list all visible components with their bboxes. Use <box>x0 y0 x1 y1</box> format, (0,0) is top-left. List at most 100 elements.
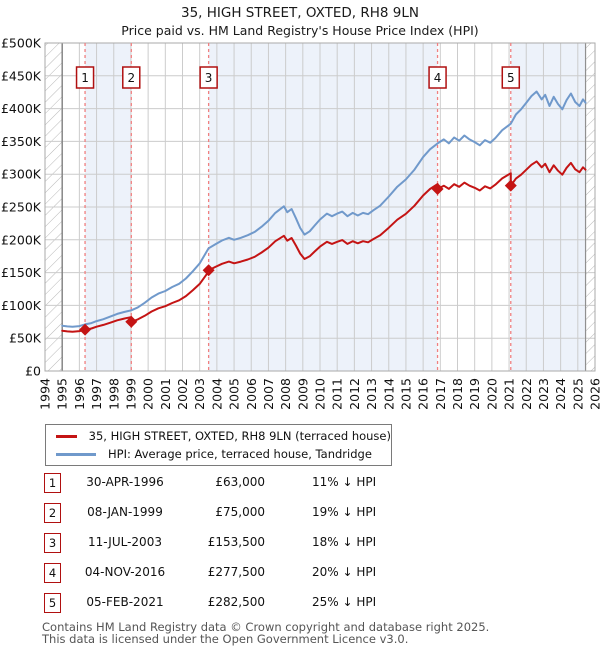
x-tick-label: 1999 <box>123 378 138 410</box>
legend-label-price: 35, HIGH STREET, OXTED, RH8 9LN (terrace… <box>88 429 391 443</box>
x-tick-label: 2015 <box>398 378 413 410</box>
sale-number-badge: 3 <box>44 533 61 553</box>
x-tick-label: 2025 <box>570 378 585 410</box>
x-tick-label: 2017 <box>433 378 448 410</box>
gridlines <box>44 42 596 372</box>
sale-table-row: 5 05-FEB-2021 £282,500 25% ↓ HPI <box>0 593 600 615</box>
y-tick-label: £350K <box>1 134 42 149</box>
x-tick-label: 2023 <box>536 378 551 410</box>
y-tick-label: £300K <box>1 167 42 182</box>
sale-point-diamond[interactable] <box>79 323 92 336</box>
x-tick-label: 2019 <box>467 378 482 410</box>
sale-flag-number: 4 <box>434 71 442 85</box>
price-line-swatch <box>56 434 77 438</box>
sale-flag-number: 3 <box>205 71 213 85</box>
y-tick-label: £150K <box>1 265 42 280</box>
sale-flag-number: 2 <box>127 71 135 85</box>
sale-hpi-diff: 18% ↓ HPI <box>312 535 377 549</box>
legend-row-hpi: HPI: Average price, terraced house, Tand… <box>46 447 391 461</box>
price-chart[interactable]: 1 2 3 4 5 £0 £50K £100K £150K £200K £250K £300K £35… <box>0 0 600 420</box>
chart-legend: 35, HIGH STREET, OXTED, RH8 9LN (terrace… <box>45 424 392 466</box>
sale-point-diamond[interactable] <box>431 182 444 195</box>
y-tick-label: £0 <box>25 364 41 379</box>
x-tick-label: 2024 <box>553 378 568 410</box>
x-tick-label: 2026 <box>588 378 600 410</box>
x-tick-label: 2001 <box>158 378 173 410</box>
axis-labels: £0 £50K £100K £150K £200K £250K £300K £350K £400… <box>1 36 600 410</box>
footer-licence: This data is licensed under the Open Gov… <box>42 632 409 646</box>
sale-hpi-diff: 25% ↓ HPI <box>312 595 377 609</box>
sale-flag-box[interactable] <box>428 66 447 89</box>
chart-series-lines <box>61 90 587 333</box>
y-tick-label: £250K <box>1 200 42 215</box>
legend-label-hpi: HPI: Average price, terraced house, Tand… <box>108 447 372 461</box>
x-tick-label: 1997 <box>89 378 104 410</box>
y-tick-label: £200K <box>1 232 42 247</box>
sale-point-diamond[interactable] <box>202 264 215 277</box>
x-tick-label: 2013 <box>364 378 379 410</box>
sale-date: 30-APR-1996 <box>86 475 164 489</box>
sale-hpi-diff: 19% ↓ HPI <box>312 505 377 519</box>
x-tick-label: 2021 <box>502 378 517 410</box>
sale-hpi-diff: 20% ↓ HPI <box>312 565 377 579</box>
y-tick-label: £450K <box>1 68 42 83</box>
sale-table-row: 4 04-NOV-2016 £277,500 20% ↓ HPI <box>0 563 600 585</box>
sale-price: £277,500 <box>207 565 265 579</box>
x-tick-label: 2008 <box>278 378 293 410</box>
sale-date: 11-JUL-2003 <box>88 535 162 549</box>
x-tick-label: 1994 <box>38 378 53 410</box>
sale-price: £153,500 <box>207 535 265 549</box>
sale-price: £63,000 <box>215 475 265 489</box>
x-tick-label: 2009 <box>295 378 310 410</box>
page-title: 35, HIGH STREET, OXTED, RH8 9LN <box>180 5 420 21</box>
hpi-line-swatch <box>56 452 96 456</box>
x-tick-label: 1998 <box>106 378 121 410</box>
sale-number-badge: 4 <box>44 563 61 583</box>
page-subtitle: Price paid vs. HM Land Registry's House … <box>121 23 479 38</box>
x-tick-label: 2007 <box>261 378 276 410</box>
x-tick-label: 2018 <box>450 378 465 410</box>
y-tick-label: £50K <box>9 331 42 346</box>
y-tick-label: £500K <box>1 36 42 51</box>
footer-copyright: Contains HM Land Registry data © Crown c… <box>42 620 490 634</box>
x-tick-label: 1995 <box>55 378 70 410</box>
x-tick-label: 2010 <box>313 378 328 410</box>
x-tick-label: 2012 <box>347 378 362 410</box>
sale-table-row: 3 11-JUL-2003 £153,500 18% ↓ HPI <box>0 533 600 555</box>
sale-table-row: 1 30-APR-1996 £63,000 11% ↓ HPI <box>0 473 600 495</box>
sale-number-badge: 1 <box>44 473 61 493</box>
x-tick-label: 2016 <box>416 378 431 410</box>
x-tick-label: 2002 <box>175 378 190 410</box>
sale-point-diamond[interactable] <box>125 315 138 328</box>
sale-flag-number: 5 <box>507 71 515 85</box>
sale-date: 04-NOV-2016 <box>84 565 166 579</box>
y-tick-label: £100K <box>1 298 42 313</box>
sale-date-vlines <box>84 43 512 371</box>
x-tick-label: 2011 <box>330 378 345 410</box>
sale-date: 05-FEB-2021 <box>86 595 164 609</box>
sale-flag-box[interactable] <box>501 66 521 89</box>
sale-flag-box[interactable] <box>122 66 141 89</box>
sale-price: £282,500 <box>207 595 265 609</box>
x-tick-label: 2022 <box>519 378 534 410</box>
sale-flag-number: 1 <box>81 71 89 85</box>
x-tick-label: 2020 <box>484 378 499 410</box>
sale-markers[interactable]: 1 2 3 4 5 <box>75 66 521 336</box>
x-tick-label: 2004 <box>209 378 224 410</box>
x-tick-label: 2014 <box>381 378 396 410</box>
sale-flag-box[interactable] <box>199 66 218 89</box>
y-tick-label: £400K <box>1 101 42 116</box>
sale-price: £75,000 <box>215 505 265 519</box>
x-tick-label: 2006 <box>244 378 259 410</box>
x-tick-label: 2000 <box>141 378 156 410</box>
hpi-line <box>61 90 587 328</box>
sale-point-diamond[interactable] <box>504 179 517 192</box>
sale-table-row: 2 08-JAN-1999 £75,000 19% ↓ HPI <box>0 503 600 525</box>
sale-hpi-diff: 11% ↓ HPI <box>312 475 377 489</box>
sale-date: 08-JAN-1999 <box>87 505 163 519</box>
x-tick-label: 1996 <box>72 378 87 410</box>
sale-number-badge: 5 <box>44 593 61 613</box>
sale-flag-box[interactable] <box>75 66 95 89</box>
legend-row-price: 35, HIGH STREET, OXTED, RH8 9LN (terrace… <box>46 429 391 443</box>
